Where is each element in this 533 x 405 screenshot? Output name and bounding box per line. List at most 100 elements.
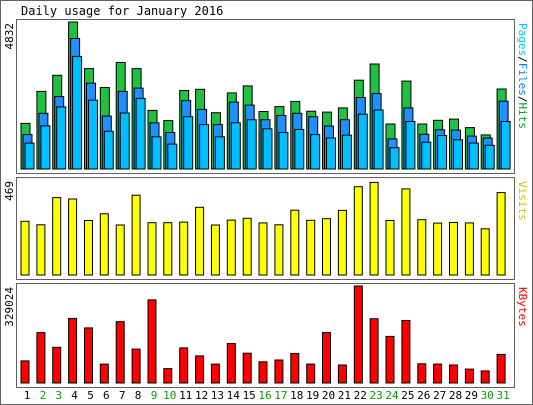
bar-pages-day-25: [405, 121, 416, 170]
bar-kbytes-day-5: [84, 327, 93, 384]
bar-pages-day-18: [294, 129, 305, 170]
bar-pages-day-7: [119, 112, 130, 170]
bar-kbytes-day-19: [306, 363, 316, 384]
x-tick-label-day-5: 5: [87, 389, 94, 402]
bar-kbytes-day-15: [242, 352, 252, 384]
x-tick-label-day-29: 29: [465, 389, 478, 402]
legend-item-hits: Hits: [516, 103, 529, 130]
x-tick-label-day-2: 2: [40, 389, 47, 402]
legend-mid: Visits: [516, 181, 529, 221]
bar-visits-day-18: [290, 209, 300, 276]
bar-kbytes-day-6: [99, 363, 109, 384]
bar-kbytes-day-9: [147, 299, 157, 384]
bar-pages-day-28: [453, 139, 463, 170]
bar-pages-day-20: [326, 137, 336, 170]
bar-visits-day-28: [449, 222, 458, 276]
x-tick-label-day-8: 8: [135, 389, 142, 402]
legend-bot: KBytes: [516, 287, 529, 327]
bar-pages-day-3: [56, 106, 67, 170]
bar-kbytes-day-23: [369, 318, 379, 384]
x-tick-label-day-25: 25: [401, 389, 414, 402]
x-tick-label-day-12: 12: [195, 389, 208, 402]
bar-visits-day-3: [52, 197, 62, 276]
bar-pages-day-27: [437, 135, 448, 170]
x-tick-label-day-16: 16: [258, 389, 271, 402]
bar-kbytes-day-30: [480, 370, 490, 384]
x-tick-label-day-7: 7: [119, 389, 126, 402]
bar-pages-day-10: [167, 143, 178, 170]
x-tick-label-day-19: 19: [306, 389, 319, 402]
bar-visits-day-5: [84, 220, 93, 276]
bar-pages-day-19: [310, 134, 321, 170]
bar-pages-day-29: [468, 142, 479, 170]
bar-pages-day-24: [389, 147, 400, 170]
bar-kbytes-day-11: [179, 347, 189, 384]
x-tick-label-day-3: 3: [55, 389, 62, 402]
bar-visits-day-10: [163, 222, 173, 276]
bar-visits-day-31: [496, 192, 506, 276]
bar-kbytes-day-20: [322, 332, 331, 384]
bar-kbytes-day-16: [258, 361, 268, 384]
bar-visits-day-1: [20, 220, 30, 276]
bar-visits-day-8: [131, 194, 141, 276]
bar-visits-day-6: [99, 213, 109, 276]
bar-kbytes-day-27: [433, 363, 443, 384]
bar-kbytes-day-18: [290, 353, 300, 384]
bar-pages-day-31: [500, 121, 511, 170]
x-tick-label-day-24: 24: [385, 389, 399, 402]
x-tick-label-day-21: 21: [338, 389, 351, 402]
legend-item-: /: [516, 96, 529, 103]
bar-visits-day-20: [322, 218, 331, 276]
x-tick-label-day-4: 4: [71, 389, 78, 402]
bar-kbytes-day-31: [496, 353, 506, 384]
bar-pages-day-8: [135, 97, 146, 170]
bar-kbytes-day-26: [417, 363, 427, 384]
legend-item-visits: Visits: [516, 181, 529, 221]
bar-pages-day-13: [214, 136, 225, 170]
bar-kbytes-day-22: [353, 285, 363, 384]
bar-kbytes-day-7: [115, 321, 125, 384]
bar-visits-day-27: [433, 222, 443, 276]
bar-pages-day-23: [373, 109, 384, 170]
x-tick-label-day-18: 18: [290, 389, 303, 402]
bar-visits-day-25: [401, 188, 411, 276]
bar-visits-day-16: [258, 222, 268, 276]
bar-kbytes-day-28: [449, 364, 458, 384]
bar-kbytes-day-13: [210, 363, 220, 384]
bar-pages-day-9: [151, 136, 162, 170]
y-axis-max-label-mid: 469: [3, 181, 16, 201]
x-tick-label-day-23: 23: [369, 389, 382, 402]
bar-visits-day-23: [369, 181, 379, 276]
legend-top: Pages/Files/Hits: [516, 23, 529, 129]
bar-visits-day-26: [417, 219, 427, 276]
x-tick-label-day-10: 10: [163, 389, 176, 402]
bar-visits-day-11: [179, 221, 189, 276]
bar-kbytes-day-12: [195, 355, 205, 384]
bar-kbytes-day-1: [20, 360, 30, 384]
bar-visits-day-30: [480, 228, 490, 276]
bar-kbytes-day-29: [464, 368, 474, 384]
x-tick-label-day-14: 14: [227, 389, 241, 402]
bar-visits-day-24: [385, 220, 395, 276]
bar-kbytes-day-3: [52, 346, 62, 384]
bar-kbytes-day-8: [131, 348, 141, 384]
bar-visits-day-17: [274, 224, 284, 276]
bar-visits-day-4: [68, 198, 78, 276]
x-tick-label-day-9: 9: [151, 389, 158, 402]
bar-kbytes-day-21: [337, 364, 347, 384]
bar-visits-day-2: [36, 224, 46, 276]
y-axis-max-label-bot: 329024: [3, 287, 16, 327]
x-tick-label-day-6: 6: [103, 389, 110, 402]
legend-item-kbytes: KBytes: [516, 287, 529, 327]
bar-pages-day-21: [341, 134, 352, 170]
bar-pages-day-22: [357, 113, 368, 170]
bar-pages-day-6: [103, 130, 114, 170]
bar-visits-day-7: [115, 224, 125, 276]
bar-visits-day-19: [306, 219, 316, 276]
bar-pages-day-5: [88, 99, 98, 170]
x-tick-label-day-31: 31: [496, 389, 509, 402]
bar-pages-day-14: [230, 122, 241, 170]
x-tick-label-day-1: 1: [24, 389, 31, 402]
bar-visits-day-13: [210, 224, 220, 276]
